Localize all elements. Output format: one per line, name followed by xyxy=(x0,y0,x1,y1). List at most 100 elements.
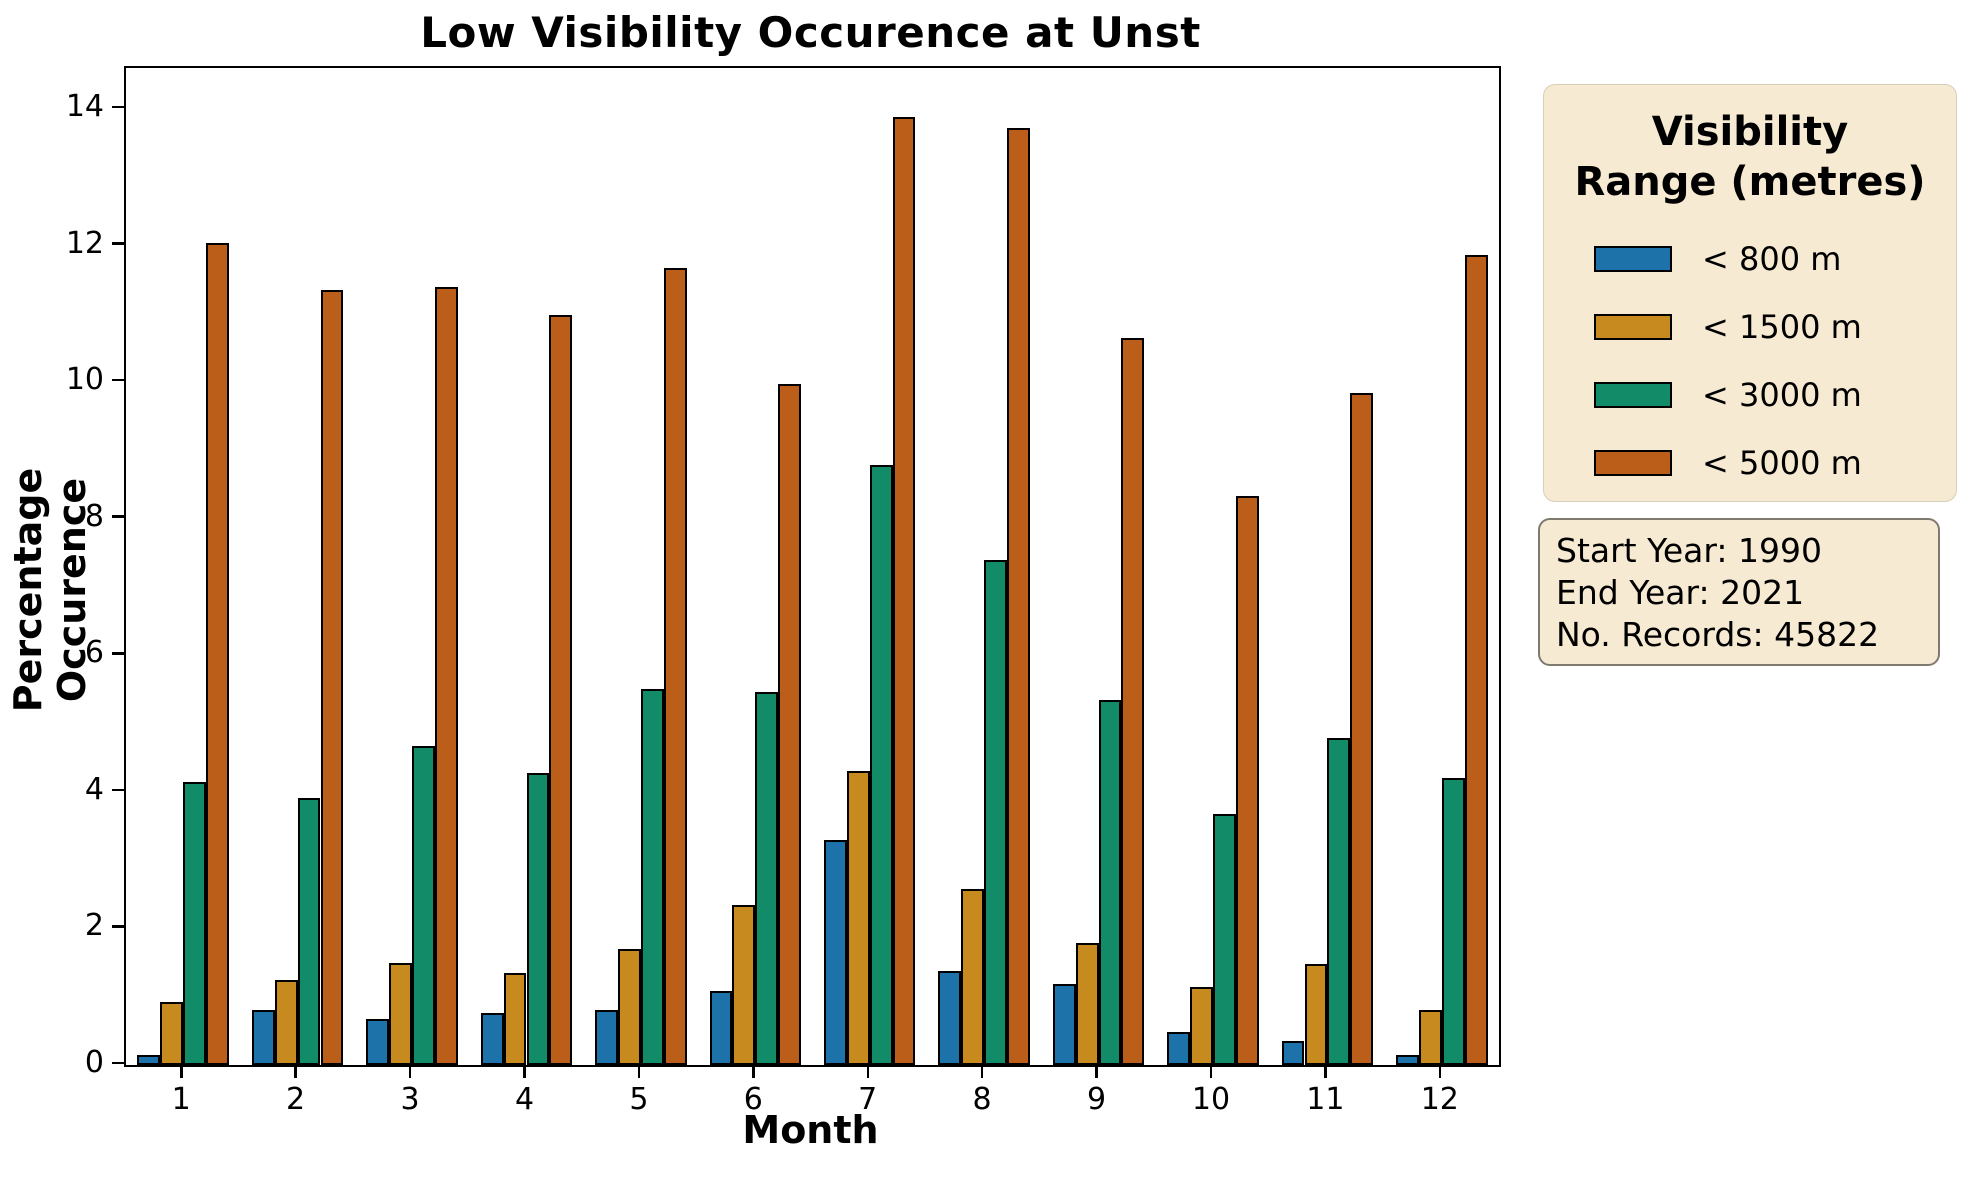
bar-month11-800m xyxy=(1281,1041,1305,1065)
legend-label: < 1500 m xyxy=(1702,308,1862,346)
x-tick-label: 3 xyxy=(400,1082,420,1117)
legend-row: < 5000 m xyxy=(1544,429,1956,497)
x-tick-label: 8 xyxy=(972,1082,992,1117)
x-tick xyxy=(1095,1065,1098,1078)
bar-month5-3000m xyxy=(640,688,664,1065)
x-tick-label: 5 xyxy=(629,1082,649,1117)
x-tick xyxy=(1324,1065,1327,1078)
x-tick-label: 6 xyxy=(743,1082,763,1117)
bar-month9-1500m xyxy=(1075,942,1099,1065)
info-line: No. Records: 45822 xyxy=(1556,615,1880,654)
chart-title: Low Visibility Occurence at Unst xyxy=(420,8,1201,57)
bar-month10-1500m xyxy=(1190,987,1213,1065)
x-tick xyxy=(1438,1065,1441,1078)
bar-month7-5000m xyxy=(892,117,916,1065)
y-tick xyxy=(112,652,124,655)
x-tick xyxy=(637,1065,641,1078)
x-tick xyxy=(523,1065,526,1078)
y-tick-label: 2 xyxy=(84,908,104,944)
x-tick-label: 11 xyxy=(1306,1082,1345,1117)
bar-month5-5000m xyxy=(663,268,687,1065)
legend-row: < 3000 m xyxy=(1544,361,1956,429)
bar-month12-800m xyxy=(1396,1055,1419,1065)
bar-month1-800m xyxy=(137,1054,161,1065)
info-line: Start Year: 1990 xyxy=(1556,531,1822,570)
bar-month8-800m xyxy=(938,971,962,1065)
bar-month10-3000m xyxy=(1213,813,1236,1065)
y-tick xyxy=(112,242,124,245)
legend-title-line: Visibility xyxy=(1651,109,1849,155)
info-line: End Year: 2021 xyxy=(1556,573,1805,612)
y-tick-label: 0 xyxy=(84,1045,104,1080)
legend-label: < 800 m xyxy=(1702,240,1842,278)
bar-month2-5000m xyxy=(320,289,344,1065)
bar-month5-800m xyxy=(595,1009,618,1065)
bar-month8-1500m xyxy=(961,888,985,1065)
x-tick-label: 1 xyxy=(171,1082,191,1117)
bar-month8-5000m xyxy=(1007,128,1030,1065)
legend-row: < 1500 m xyxy=(1544,293,1956,361)
bar-month3-3000m xyxy=(412,746,435,1065)
bar-month7-800m xyxy=(823,840,847,1065)
bar-month11-3000m xyxy=(1327,737,1351,1065)
bar-month10-5000m xyxy=(1235,495,1259,1065)
x-tick-label: 4 xyxy=(514,1082,535,1117)
legend-label: < 3000 m xyxy=(1702,376,1862,414)
bar-month6-5000m xyxy=(778,383,802,1065)
bar-month3-800m xyxy=(366,1019,390,1065)
bar-month12-5000m xyxy=(1464,255,1488,1065)
x-tick xyxy=(866,1065,869,1078)
y-tick xyxy=(112,788,124,792)
legend-title-line: Range (metres) xyxy=(1574,159,1926,205)
x-tick xyxy=(180,1065,183,1078)
legend-color-patch xyxy=(1594,382,1672,408)
x-tick-label: 7 xyxy=(858,1082,878,1117)
bar-month10-800m xyxy=(1167,1032,1191,1065)
y-tick xyxy=(112,105,124,109)
bar-month4-1500m xyxy=(503,972,527,1065)
x-tick xyxy=(294,1065,297,1078)
bar-month12-3000m xyxy=(1441,777,1465,1065)
bar-month6-800m xyxy=(709,990,733,1065)
bar-month1-1500m xyxy=(160,1001,184,1065)
legend-items: < 800 m < 1500 m < 3000 m < 5000 m xyxy=(1544,225,1956,497)
legend-box: Visibility Range (metres) < 800 m < 1500 m… xyxy=(1543,84,1957,502)
x-tick-label: 9 xyxy=(1086,1082,1107,1117)
bar-month4-800m xyxy=(480,1013,504,1065)
legend-label: < 5000 m xyxy=(1702,444,1862,482)
x-tick-label: 2 xyxy=(286,1082,306,1117)
bar-month6-3000m xyxy=(755,692,779,1065)
bar-month6-1500m xyxy=(732,904,756,1065)
bar-month7-1500m xyxy=(846,770,870,1065)
x-tick-label: 12 xyxy=(1420,1082,1459,1117)
bar-month12-1500m xyxy=(1418,1009,1442,1065)
bar-month4-5000m xyxy=(549,314,573,1065)
bar-month11-5000m xyxy=(1350,393,1374,1065)
legend-row: < 800 m xyxy=(1544,225,1956,293)
bar-month9-800m xyxy=(1052,984,1076,1065)
bar-month9-3000m xyxy=(1098,699,1122,1065)
x-tick-label: 10 xyxy=(1191,1082,1231,1117)
bar-month5-1500m xyxy=(618,948,641,1065)
x-tick xyxy=(752,1065,755,1078)
y-tick-label: 4 xyxy=(84,771,104,807)
y-tick xyxy=(112,1061,124,1065)
y-tick-label: 6 xyxy=(84,635,104,671)
y-tick xyxy=(112,925,124,928)
bar-month1-5000m xyxy=(206,242,229,1065)
y-axis-label: Percentage Occurence xyxy=(6,467,94,713)
bar-month1-3000m xyxy=(183,782,207,1065)
y-tick-label: 12 xyxy=(65,225,104,261)
info-box: Start Year: 1990 End Year: 2021 No. Record… xyxy=(1538,518,1940,666)
legend-color-patch xyxy=(1594,314,1672,340)
bar-month2-1500m xyxy=(274,979,298,1065)
bar-month11-1500m xyxy=(1304,963,1328,1065)
x-tick xyxy=(1209,1065,1213,1078)
bar-month2-3000m xyxy=(297,798,321,1065)
legend-color-patch xyxy=(1594,450,1672,476)
bar-month9-5000m xyxy=(1121,337,1145,1065)
y-tick-label: 10 xyxy=(65,362,104,398)
bar-month2-800m xyxy=(251,1010,275,1065)
y-tick xyxy=(112,378,124,382)
